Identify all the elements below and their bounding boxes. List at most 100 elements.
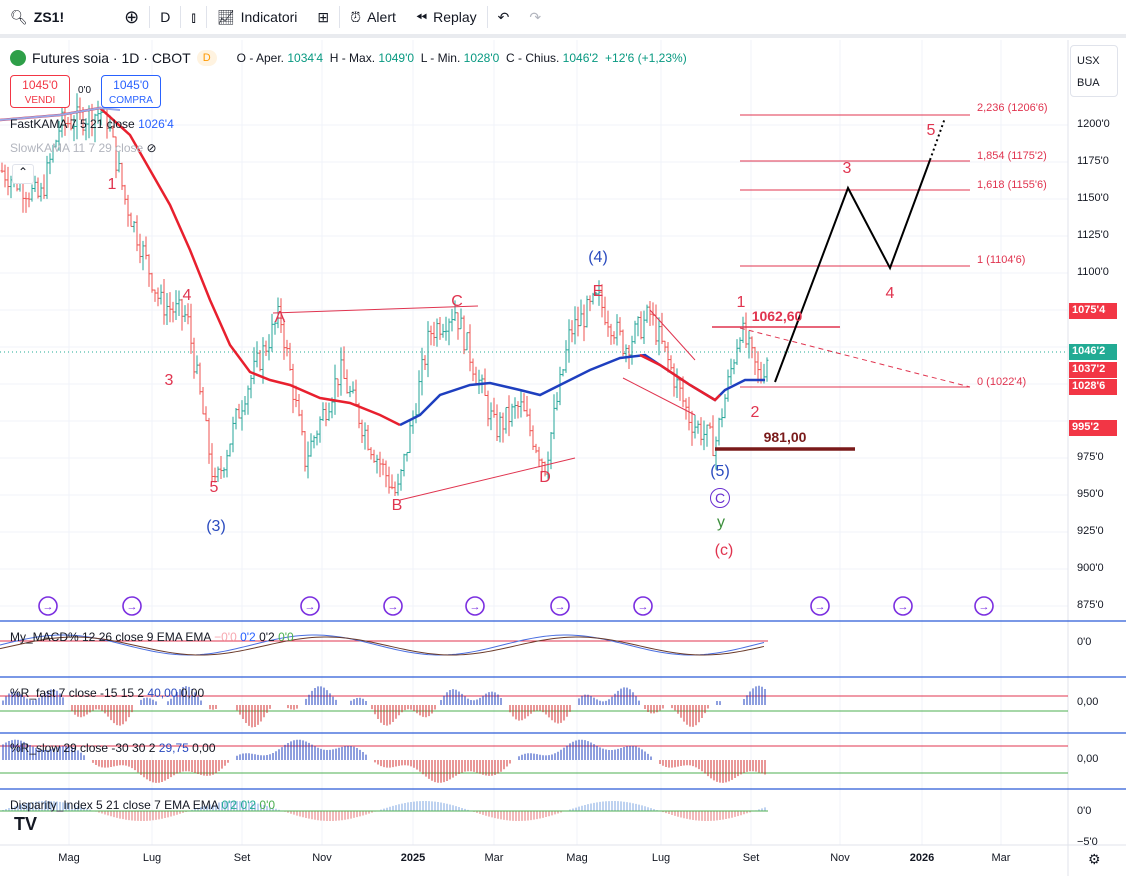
wave-label: 5	[209, 479, 219, 496]
alert-button[interactable]: ⏰︎ Alert	[350, 8, 396, 26]
wave-label: 3	[842, 160, 852, 177]
wave-label: 4	[885, 285, 895, 302]
fast-kama-legend[interactable]: FastKAMA 7 5 21 close 1026'4	[10, 117, 174, 131]
event-arrow-icon: →	[388, 601, 399, 613]
slow-kama-legend[interactable]: SlowKAMA 11 7 29 close ⊘	[10, 141, 157, 155]
event-arrow-icon: →	[638, 601, 649, 613]
event-icon	[810, 596, 830, 616]
fast-kama-faded-line	[0, 106, 121, 121]
compare-button[interactable]: ⊕	[114, 2, 149, 32]
undo-button[interactable]: ↶	[488, 2, 520, 32]
event-arrow-icon: →	[979, 601, 990, 613]
macd-line	[0, 634, 765, 656]
level-low-label: 981,00	[763, 429, 807, 445]
fib-label: 1,854 (1175'2)	[977, 150, 1047, 162]
layouts-button[interactable]: ⊞	[307, 2, 339, 32]
collapse-legend-button[interactable]: ⌃	[12, 164, 34, 184]
spread-value: 0'0	[78, 85, 92, 96]
trend-line	[649, 309, 696, 361]
price-badge: 995'2	[1069, 420, 1117, 436]
time-tick: Nov	[312, 852, 332, 864]
price-badge: 1075'4	[1069, 303, 1117, 319]
replay-button[interactable]: ⏪︎ Replay	[415, 8, 477, 26]
trend-line	[399, 457, 576, 501]
hidden-eye-icon[interactable]: ⊘	[146, 141, 157, 155]
wave-label: 5	[926, 122, 936, 139]
fast-kama-red-line-2	[639, 353, 721, 402]
wave-label: C	[710, 488, 730, 508]
wave-label: D	[539, 469, 551, 486]
macd-legend[interactable]: My_MACD% 12 26 close 9 EMA EMA −0'0 0'2 …	[10, 630, 294, 644]
alarm-icon: ⏰︎	[350, 8, 362, 25]
event-icon	[633, 596, 653, 616]
indicators-icon: 📈︎	[216, 8, 235, 25]
wave-label: y	[717, 514, 725, 531]
disparity-axis-label-2: −5'0	[1077, 836, 1098, 848]
symbol-logo-icon	[10, 50, 26, 66]
price-badge: 1037'2	[1069, 362, 1117, 378]
bars-icon: ⫾	[191, 8, 196, 25]
event-icon	[122, 596, 142, 616]
price-tick: 925'0	[1077, 525, 1104, 537]
price-tick: 975'0	[1077, 451, 1104, 463]
price-tick: 1150'0	[1077, 192, 1109, 204]
event-icon	[465, 596, 485, 616]
symbol-search[interactable]: 🔍︎ ZS1!	[10, 8, 65, 26]
event-arrow-icon: →	[127, 601, 138, 613]
time-tick: 2025	[400, 852, 426, 864]
fib-label: 0 (1022'4)	[977, 376, 1027, 388]
ohlc-values: O - Aper. 1034'4 H - Max. 1049'0 L - Min…	[236, 51, 687, 65]
market-status-badge: D	[196, 50, 217, 66]
event-icon	[300, 596, 320, 616]
price-tick: 900'0	[1077, 562, 1104, 574]
redo-icon: ↷	[529, 8, 542, 25]
fast-kama-red-line	[0, 106, 401, 427]
event-icon	[550, 596, 570, 616]
symbol-title[interactable]: Futures soia · 1D · CBOT	[32, 50, 191, 66]
price-tick: 875'0	[1077, 599, 1104, 611]
time-tick: Set	[233, 852, 251, 864]
fast-kama-blue-line	[399, 353, 765, 427]
sell-button[interactable]: 1045'0 VENDI	[10, 75, 70, 108]
event-arrow-icon: →	[898, 601, 909, 613]
search-icon: 🔍︎	[10, 8, 28, 25]
buy-button[interactable]: 1045'0 COMPRA	[101, 75, 161, 108]
grid-icon: ⊞	[317, 8, 330, 25]
unit-selector[interactable]: USX BUA	[1070, 45, 1118, 97]
r-fast-axis-label: 0,00	[1077, 696, 1099, 708]
undo-icon: ↶	[497, 8, 510, 25]
price-tick: 1100'0	[1077, 266, 1109, 278]
symbol-legend: Futures soia · 1D · CBOT D O - Aper. 103…	[10, 50, 687, 66]
level-high-label: 1062,60	[751, 308, 803, 324]
time-tick: Mar	[484, 852, 504, 864]
disparity-legend[interactable]: Disparity_Index 5 21 close 7 EMA EMA 0'2…	[10, 798, 276, 812]
tradingview-logo[interactable]: TV	[14, 814, 38, 834]
time-tick: Mar	[991, 852, 1011, 864]
projection-path	[774, 159, 931, 383]
event-arrow-icon: →	[43, 601, 54, 613]
redo-button[interactable]: ↷	[519, 2, 551, 32]
disparity-axis-label: 0'0	[1077, 805, 1092, 817]
indicators-button[interactable]: 📈︎ Indicatori	[216, 8, 298, 26]
trend-line	[272, 305, 479, 314]
wave-label: 1	[736, 294, 746, 311]
price-tick: 950'0	[1077, 488, 1104, 500]
plus-circle-icon: ⊕	[124, 6, 140, 27]
settings-icon[interactable]: ⚙	[1088, 851, 1101, 867]
event-arrow-icon: →	[305, 601, 316, 613]
wave-label: E	[592, 283, 604, 300]
interval-button[interactable]: D	[160, 9, 171, 25]
time-tick: Lug	[142, 852, 162, 864]
r-slow-legend[interactable]: %R_slow 29 close -30 30 2 29,75 0,00	[10, 741, 216, 755]
price-badge: 1046'2	[1069, 344, 1117, 360]
wave-label: 3	[164, 372, 174, 389]
r-fast-legend[interactable]: %R_fast 7 close -15 15 2 40,00 0,00	[10, 686, 205, 700]
time-tick: 2026	[909, 852, 935, 864]
time-tick: Set	[742, 852, 760, 864]
event-arrow-icon: →	[470, 601, 481, 613]
chart-type-button[interactable]: ⫾	[181, 2, 205, 32]
wave-label: (5)	[710, 463, 730, 480]
price-tick: 1200'0	[1077, 118, 1110, 130]
time-tick: Mag	[566, 852, 588, 864]
